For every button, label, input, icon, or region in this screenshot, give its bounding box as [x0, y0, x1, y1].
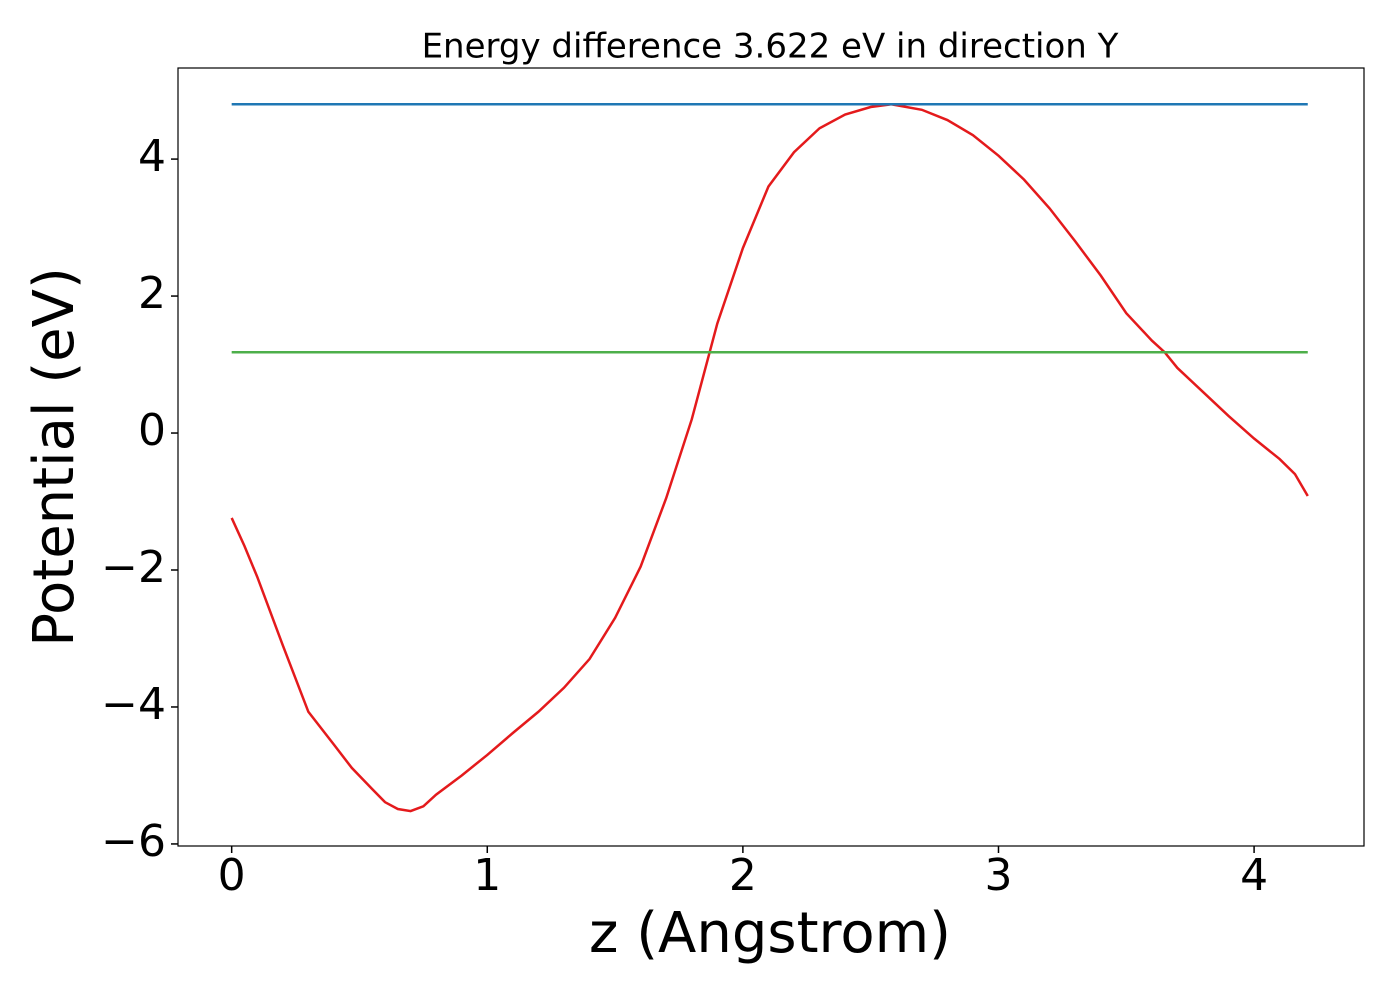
x-tick-label: 1 — [473, 850, 501, 901]
y-tick-label: −2 — [101, 542, 166, 593]
chart-title: Energy difference 3.622 eV in direction … — [422, 27, 1119, 67]
x-tick-label: 2 — [729, 850, 757, 901]
plot-frame — [177, 67, 1365, 847]
y-tick-label: 0 — [138, 405, 166, 456]
y-tick-label: 4 — [138, 131, 166, 182]
y-tick-label: 2 — [138, 268, 166, 319]
x-tick-label: 3 — [984, 850, 1012, 901]
y-axis-label: Potential (eV) — [22, 267, 87, 647]
y-tick-label: −4 — [101, 679, 166, 730]
x-tick-label: 4 — [1240, 850, 1268, 901]
x-axis-label: z (Angstrom) — [589, 901, 951, 966]
line-series — [230, 103, 1309, 813]
x-tick-label: 0 — [218, 850, 246, 901]
y-tick-label: −6 — [101, 816, 166, 867]
